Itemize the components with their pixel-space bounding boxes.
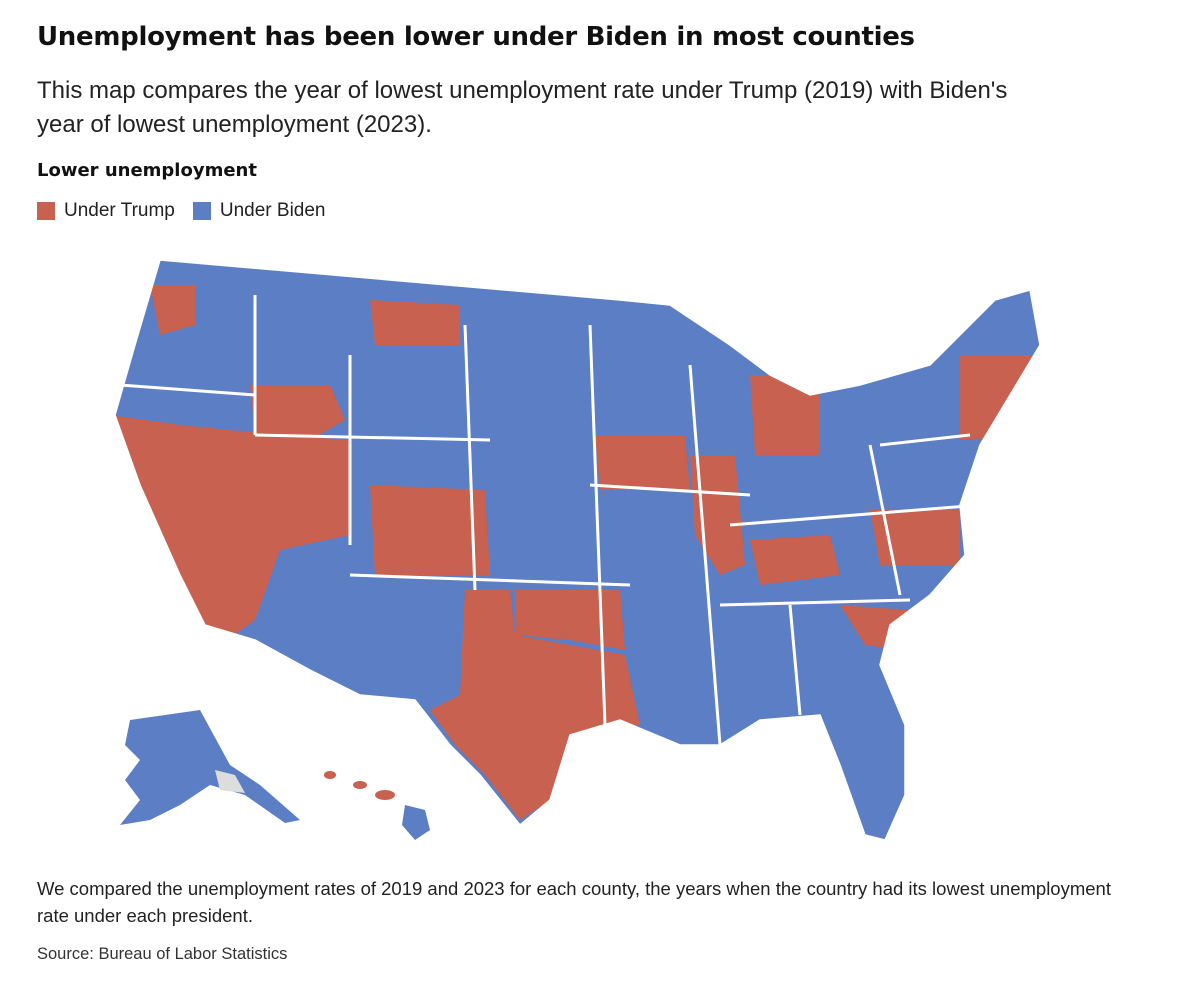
chart-title: Unemployment has been lower under Biden … (37, 22, 915, 52)
alaska-no-data (215, 770, 245, 793)
region-montana (370, 300, 460, 345)
border-line (729, 503, 981, 527)
border-line (788, 604, 802, 716)
footnote: We compared the unemployment rates of 20… (37, 878, 1111, 926)
border-line (688, 364, 722, 746)
border-line (463, 324, 477, 591)
border-line (879, 433, 971, 447)
region-idaho (250, 385, 345, 440)
hawaii-kauai (324, 771, 336, 779)
hawaii-oahu (353, 781, 367, 789)
border-line (589, 483, 751, 497)
legend-item-biden: Under Biden (192, 200, 326, 222)
legend-label-biden: Under Biden (219, 200, 326, 221)
region-new-england (960, 355, 1035, 440)
region-california-nevada (115, 415, 350, 645)
border-line (349, 573, 631, 587)
state-borders (119, 295, 981, 746)
border-line (588, 324, 607, 726)
legend-label-trump: Under Trump (64, 200, 175, 221)
region-oklahoma (515, 590, 625, 650)
region-kentucky (750, 535, 840, 585)
border-line (119, 383, 256, 397)
hawaii-maui (375, 790, 395, 800)
border-line (254, 433, 491, 442)
region-washington-oregon (150, 285, 195, 335)
region-texas (430, 590, 640, 820)
border-line (719, 598, 911, 607)
border-line (868, 444, 902, 596)
legend-item-trump: Under Trump (37, 200, 175, 222)
legend-swatch-trump (37, 202, 55, 220)
chart-subtitle: This map compares the year of lowest une… (37, 77, 1008, 138)
legend-swatch-biden (192, 202, 211, 220)
hawaii-big-island (402, 805, 430, 840)
legend-title: Lower unemployment (37, 160, 257, 181)
region-colorado (370, 485, 490, 575)
hawaii (324, 771, 430, 840)
alaska (120, 710, 300, 825)
region-michigan (750, 375, 820, 455)
region-iowa (595, 435, 690, 490)
legend: Under Trump Under Biden (37, 200, 344, 222)
lower48-border (114, 259, 1041, 841)
us-county-map (114, 259, 1041, 841)
source-line: Source: Bureau of Labor Statistics (37, 945, 288, 963)
